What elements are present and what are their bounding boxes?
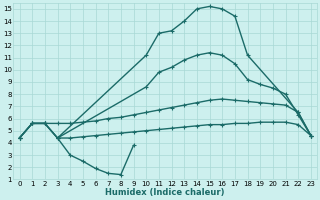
X-axis label: Humidex (Indice chaleur): Humidex (Indice chaleur)	[106, 188, 225, 197]
